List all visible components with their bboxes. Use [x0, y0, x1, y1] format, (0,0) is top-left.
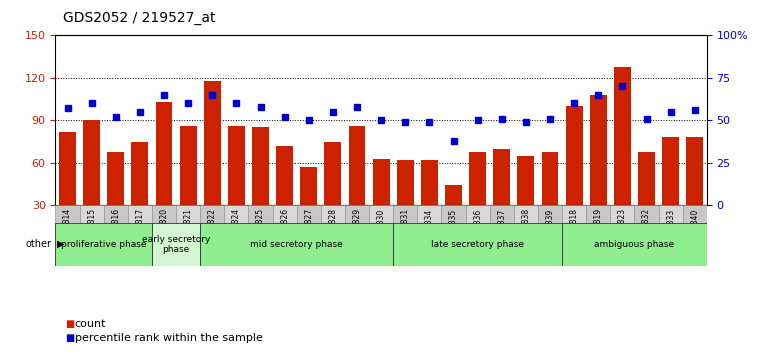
Bar	[228, 126, 245, 205]
Bar	[176, 205, 200, 266]
Text: GSM109833: GSM109833	[666, 208, 675, 255]
Bar	[128, 205, 152, 266]
Bar	[55, 223, 152, 266]
Text: GSM109818: GSM109818	[570, 208, 579, 254]
Bar	[345, 205, 369, 266]
Bar	[638, 152, 655, 205]
Bar	[132, 142, 149, 205]
Bar	[490, 205, 514, 266]
Bar	[156, 102, 172, 205]
Text: GSM109824: GSM109824	[232, 208, 241, 255]
Bar	[421, 160, 438, 205]
Bar	[152, 205, 176, 266]
Text: GSM109828: GSM109828	[328, 208, 337, 254]
Bar	[59, 132, 76, 205]
Text: ■: ■	[65, 333, 74, 343]
Text: percentile rank within the sample: percentile rank within the sample	[75, 333, 263, 343]
Bar	[200, 205, 224, 266]
Text: GSM109820: GSM109820	[159, 208, 169, 255]
Text: GSM109832: GSM109832	[642, 208, 651, 255]
Text: GSM109822: GSM109822	[208, 208, 217, 254]
Bar	[469, 152, 486, 205]
Text: late secretory phase: late secretory phase	[431, 240, 524, 249]
Bar	[55, 205, 79, 266]
Bar	[562, 223, 707, 266]
Bar	[541, 152, 558, 205]
Text: ambiguous phase: ambiguous phase	[594, 240, 675, 249]
Text: GSM109837: GSM109837	[497, 208, 507, 255]
Bar	[494, 149, 511, 205]
Bar	[566, 106, 583, 205]
Text: GSM109815: GSM109815	[87, 208, 96, 255]
Text: GSM109838: GSM109838	[521, 208, 531, 255]
Bar	[417, 205, 441, 266]
Bar	[590, 95, 607, 205]
Text: GDS2052 / 219527_at: GDS2052 / 219527_at	[63, 11, 216, 25]
Bar	[224, 205, 249, 266]
Text: ■: ■	[65, 319, 74, 329]
Text: GSM109814: GSM109814	[63, 208, 72, 255]
Text: GSM109827: GSM109827	[304, 208, 313, 255]
Text: GSM109831: GSM109831	[400, 208, 410, 255]
Bar	[152, 223, 200, 266]
Bar	[276, 146, 293, 205]
Bar	[79, 205, 104, 266]
Bar	[686, 137, 703, 205]
Bar	[514, 205, 538, 266]
Bar	[614, 67, 631, 205]
Bar	[586, 205, 611, 266]
Text: count: count	[75, 319, 106, 329]
Bar	[397, 160, 413, 205]
Bar	[204, 81, 221, 205]
Text: GSM109836: GSM109836	[473, 208, 482, 255]
Text: other: other	[25, 239, 52, 249]
Bar	[369, 205, 393, 266]
Text: early secretory
phase: early secretory phase	[142, 235, 210, 254]
Text: proliferative phase: proliferative phase	[61, 240, 146, 249]
Bar	[300, 167, 317, 205]
Bar	[349, 126, 366, 205]
Text: GSM109817: GSM109817	[136, 208, 145, 255]
Text: GSM109834: GSM109834	[425, 208, 434, 255]
Bar	[658, 205, 683, 266]
Bar	[273, 205, 296, 266]
Bar	[562, 205, 586, 266]
Bar	[324, 142, 341, 205]
Text: GSM109826: GSM109826	[280, 208, 290, 255]
Bar	[634, 205, 658, 266]
Text: GSM109835: GSM109835	[449, 208, 458, 255]
Text: GSM109840: GSM109840	[690, 208, 699, 255]
Text: GSM109830: GSM109830	[377, 208, 386, 255]
Bar	[83, 120, 100, 205]
Bar	[466, 205, 490, 266]
Bar	[538, 205, 562, 266]
Bar	[445, 185, 462, 205]
Text: GSM109816: GSM109816	[111, 208, 120, 255]
Bar	[104, 205, 128, 266]
Bar	[249, 205, 273, 266]
Bar	[296, 205, 321, 266]
Text: ▶: ▶	[57, 239, 65, 249]
Text: GSM109825: GSM109825	[256, 208, 265, 255]
Bar	[662, 137, 679, 205]
Bar	[252, 127, 269, 205]
Text: GSM109839: GSM109839	[545, 208, 554, 255]
Text: mid secretory phase: mid secretory phase	[250, 240, 343, 249]
Bar	[393, 205, 417, 266]
Bar	[517, 156, 534, 205]
Bar	[441, 205, 466, 266]
Text: GSM109821: GSM109821	[183, 208, 192, 254]
Text: GSM109829: GSM109829	[353, 208, 362, 255]
Text: GSM109819: GSM109819	[594, 208, 603, 255]
Text: GSM109823: GSM109823	[618, 208, 627, 255]
Bar	[179, 126, 196, 205]
Bar	[321, 205, 345, 266]
Bar	[373, 159, 390, 205]
Bar	[107, 152, 124, 205]
Bar	[683, 205, 707, 266]
Bar	[611, 205, 634, 266]
Bar	[200, 223, 393, 266]
Bar	[393, 223, 562, 266]
